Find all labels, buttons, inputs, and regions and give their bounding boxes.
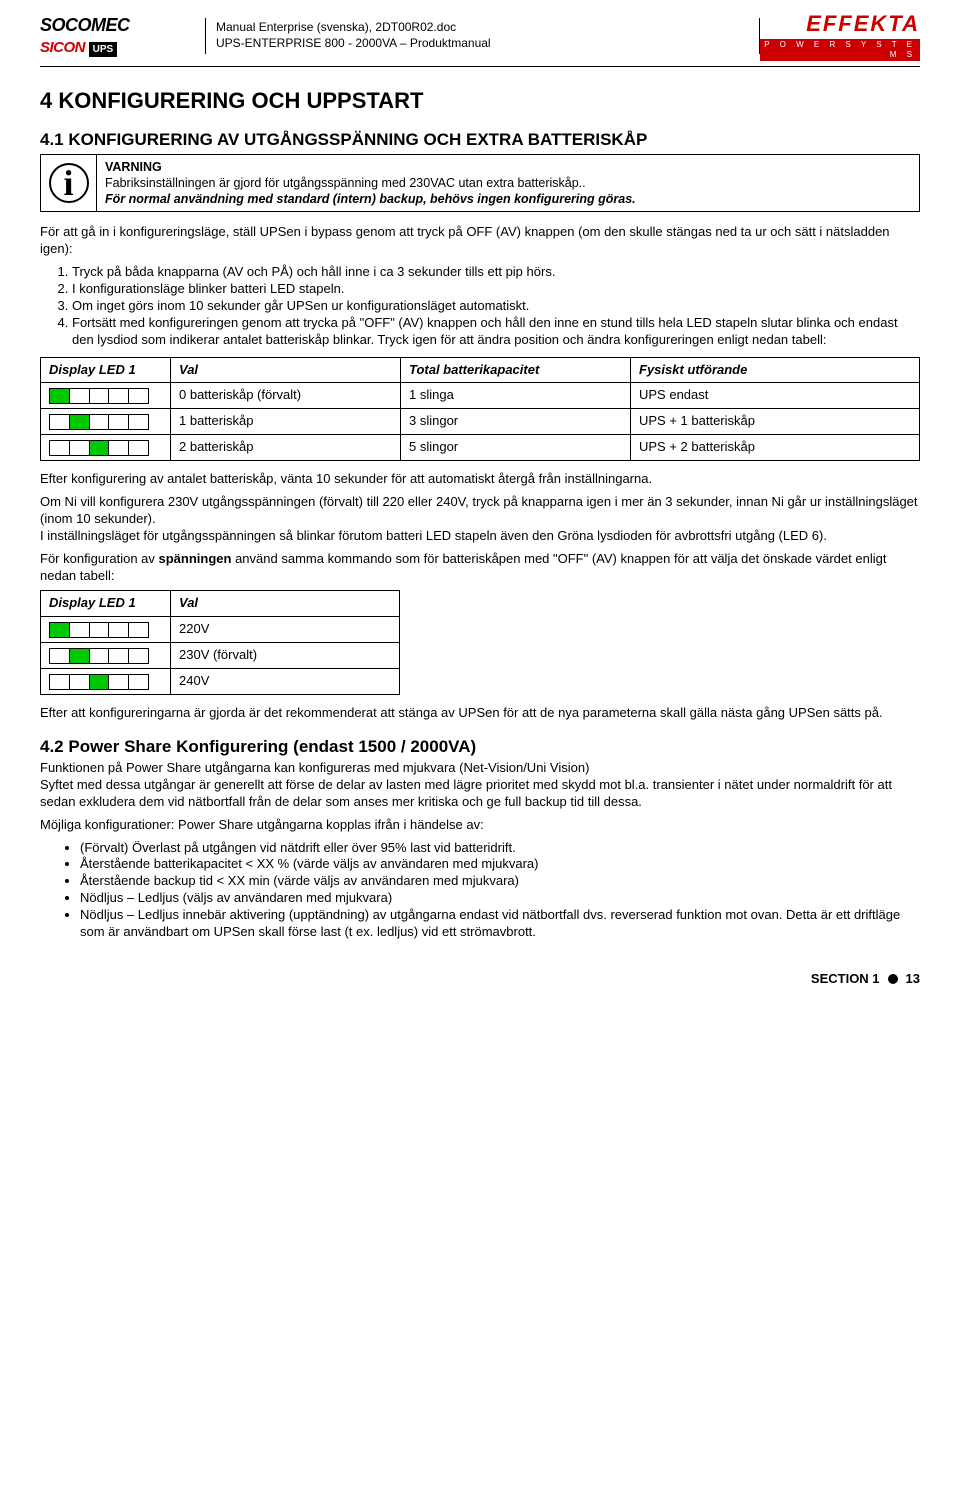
td: 240V [171,669,400,695]
list-item: Återstående batterikapacitet < XX % (vär… [80,856,920,873]
td: 2 batteriskåp [171,435,401,461]
page-header: SOCOMEC SICON UPS Manual Enterprise (sve… [40,10,920,67]
config-steps: Tryck på båda knapparna (AV och PÅ) och … [72,264,920,348]
th: Fysiskt utförande [631,357,920,383]
logo-effekta: EFFEKTA P O W E R S Y S T E M S [760,10,920,62]
th: Total batterikapacitet [401,357,631,383]
section-4-heading: 4 KONFIGURERING OCH UPPSTART [40,87,920,116]
th: Val [171,591,400,617]
table-row: 0 batteriskåp (förvalt) 1 slinga UPS end… [41,383,920,409]
logo-text: EFFEKTA [760,10,920,39]
td: 5 slingor [401,435,631,461]
paragraph: Efter att konfigureringarna är gjorda är… [40,705,920,722]
step: Tryck på båda knapparna (AV och PÅ) och … [72,264,920,281]
page-number: 13 [906,971,920,988]
table-row: 230V (förvalt) [41,643,400,669]
section-4-2-heading: 4.2 Power Share Konfigurering (endast 15… [40,736,920,758]
doc-title: Manual Enterprise (svenska), 2DT00R02.do… [216,20,749,36]
td: UPS + 1 batteriskåp [631,409,920,435]
paragraph: Möjliga konfigurationer: Power Share utg… [40,817,920,834]
paragraph: För att gå in i konfigureringsläge, stäl… [40,224,920,258]
led-indicator [49,388,149,404]
td: 3 slingor [401,409,631,435]
table-row: 2 batteriskåp 5 slingor UPS + 2 batteris… [41,435,920,461]
info-icon: i [41,155,97,212]
paragraph: Funktionen på Power Share utgångarna kan… [40,760,920,811]
step: Om inget görs inom 10 sekunder går UPSen… [72,298,920,315]
paragraph: Efter konfigurering av antalet batterisk… [40,471,920,488]
step: Fortsätt med konfigureringen genom att t… [72,315,920,349]
page-footer: SECTION 1 13 [40,971,920,988]
paragraph: Om Ni vill konfigurera 230V utgångsspänn… [40,494,920,545]
td: 0 batteriskåp (förvalt) [171,383,401,409]
logo-badge: UPS [89,42,118,57]
logo-sub: P O W E R S Y S T E M S [760,39,920,62]
led-indicator [49,648,149,664]
list-item: Nödljus – Ledljus innebär aktivering (up… [80,907,920,941]
th: Display LED 1 [41,591,171,617]
battery-config-table: Display LED 1 Val Total batterikapacitet… [40,357,920,462]
th: Display LED 1 [41,357,171,383]
led-indicator [49,414,149,430]
logo-text: SICON [40,39,85,56]
warning-title: VARNING [105,160,162,174]
led-indicator [49,440,149,456]
led-indicator [49,674,149,690]
bullet-list: (Förvalt) Överlast på utgången vid nätdr… [80,840,920,941]
voltage-config-table: Display LED 1 Val 220V 230V (förvalt) 24… [40,590,400,695]
section-4-1-heading: 4.1 KONFIGURERING AV UTGÅNGSSPÄNNING OCH… [40,129,920,151]
list-item: (Förvalt) Överlast på utgången vid nätdr… [80,840,920,857]
header-titles: Manual Enterprise (svenska), 2DT00R02.do… [205,18,760,53]
table-row: 1 batteriskåp 3 slingor UPS + 1 batteris… [41,409,920,435]
paragraph: För konfiguration av spänningen använd s… [40,551,920,585]
table-row: 220V [41,617,400,643]
warning-text: VARNING Fabriksinställningen är gjord fö… [97,155,644,212]
led-indicator [49,622,149,638]
td: 220V [171,617,400,643]
logo-socomec: SOCOMEC SICON UPS [40,14,205,57]
doc-subtitle: UPS-ENTERPRISE 800 - 2000VA – Produktman… [216,36,749,52]
list-item: Nödljus – Ledljus (väljs av användaren m… [80,890,920,907]
th: Val [171,357,401,383]
dot-icon [888,974,898,984]
logo-text: SOCOMEC [40,14,205,37]
td: 1 batteriskåp [171,409,401,435]
warning-box: i VARNING Fabriksinställningen är gjord … [40,154,920,213]
warning-line: Fabriksinställningen är gjord för utgång… [105,176,586,190]
table-row: 240V [41,669,400,695]
td: UPS + 2 batteriskåp [631,435,920,461]
td: 1 slinga [401,383,631,409]
td: 230V (förvalt) [171,643,400,669]
list-item: Återstående backup tid < XX min (värde v… [80,873,920,890]
step: I konfigurationsläge blinker batteri LED… [72,281,920,298]
td: UPS endast [631,383,920,409]
warning-line: För normal användning med standard (inte… [105,192,636,206]
section-label: SECTION 1 [811,971,880,988]
